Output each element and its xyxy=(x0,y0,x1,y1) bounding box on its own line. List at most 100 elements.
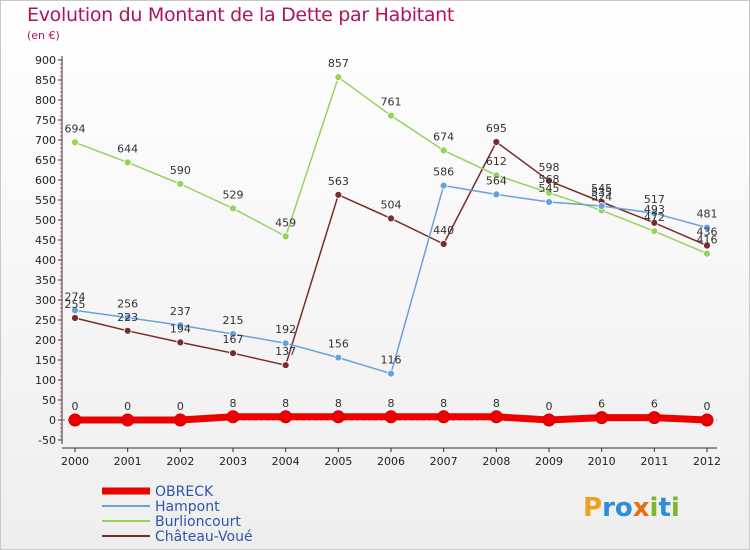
data-point-Burlioncourt xyxy=(281,232,290,241)
x-tick-label: 2006 xyxy=(377,455,405,468)
data-label-Château-Voué: 598 xyxy=(539,161,560,174)
data-label-Château-Voué: 137 xyxy=(275,345,296,358)
logo-letter: i xyxy=(650,493,659,523)
legend-label-Hampont: Hampont xyxy=(155,499,220,515)
data-label-OBRECK: 0 xyxy=(177,400,184,413)
data-label-Hampont: 586 xyxy=(433,166,454,179)
data-label-Château-Voué: 695 xyxy=(486,122,507,135)
data-point-Château-Voué xyxy=(229,349,237,358)
data-point-Château-Voué xyxy=(439,240,448,248)
data-label-Hampont: 481 xyxy=(697,208,718,221)
data-label-Hampont: 237 xyxy=(170,305,191,318)
data-point-Burlioncourt xyxy=(492,171,501,180)
data-point-OBRECK xyxy=(384,410,398,424)
y-tick-label: 300 xyxy=(35,294,56,307)
x-tick-label: 2004 xyxy=(272,455,300,468)
data-label-Château-Voué: 493 xyxy=(644,203,665,216)
data-label-Hampont: 564 xyxy=(486,174,507,187)
data-point-OBRECK xyxy=(331,410,345,424)
x-tick-label: 2000 xyxy=(61,455,89,468)
y-tick-label: 700 xyxy=(35,134,56,147)
data-label-OBRECK: 8 xyxy=(440,397,447,410)
x-tick-label: 2001 xyxy=(114,455,142,468)
data-label-Hampont: 274 xyxy=(65,290,86,303)
axes: -500501001502002503003504004505005506006… xyxy=(35,54,721,468)
y-tick-label: 900 xyxy=(35,54,56,67)
logo-letter: r xyxy=(602,493,615,523)
data-point-Hampont xyxy=(597,202,606,210)
y-tick-label: 650 xyxy=(35,154,56,167)
data-point-Hampont xyxy=(492,190,501,199)
data-label-Burlioncourt: 568 xyxy=(539,173,560,186)
data-point-Château-Voué xyxy=(334,190,343,199)
logo-letter: P xyxy=(583,493,602,523)
legend-label-Château-Voué: Château-Voué xyxy=(155,529,253,545)
data-label-Burlioncourt: 524 xyxy=(591,190,612,203)
data-label-OBRECK: 8 xyxy=(282,397,289,410)
logo-letter: i xyxy=(671,493,680,523)
data-label-Château-Voué: 167 xyxy=(223,333,244,346)
data-label-Burlioncourt: 472 xyxy=(644,211,665,224)
y-tick-label: -50 xyxy=(38,434,56,447)
y-tick-label: 800 xyxy=(35,94,56,107)
data-point-Château-Voué xyxy=(71,314,79,322)
data-label-Hampont: 215 xyxy=(223,314,244,327)
data-point-Château-Voué xyxy=(176,338,185,347)
data-label-OBRECK: 0 xyxy=(546,400,553,413)
data-label-OBRECK: 8 xyxy=(388,397,395,410)
data-point-Hampont xyxy=(650,209,659,218)
proxiti-logo: Proxiti xyxy=(583,493,680,523)
data-point-Hampont xyxy=(439,181,448,190)
data-label-Hampont: 545 xyxy=(539,182,560,195)
data-point-Château-Voué xyxy=(492,138,501,146)
y-tick-label: 850 xyxy=(35,74,56,87)
logo-letter: x xyxy=(633,493,650,523)
data-point-Hampont xyxy=(123,313,132,322)
data-point-Hampont xyxy=(545,198,553,206)
data-point-Burlioncourt xyxy=(123,158,132,167)
data-label-Château-Voué: 255 xyxy=(65,298,86,311)
data-point-Hampont xyxy=(387,369,395,378)
data-label-OBRECK: 8 xyxy=(335,397,342,410)
data-label-Château-Voué: 545 xyxy=(591,182,612,195)
data-point-Burlioncourt xyxy=(545,188,553,197)
series-layer xyxy=(68,73,714,427)
data-label-Hampont: 116 xyxy=(381,354,402,367)
y-tick-label: 550 xyxy=(35,194,56,207)
y-tick-label: 400 xyxy=(35,254,56,267)
y-tick-label: 200 xyxy=(35,334,56,347)
data-point-Château-Voué xyxy=(281,361,290,370)
y-tick-label: 150 xyxy=(35,354,56,367)
data-point-Hampont xyxy=(334,353,343,362)
data-label-OBRECK: 0 xyxy=(704,400,711,413)
data-point-OBRECK xyxy=(279,410,293,424)
data-point-Château-Voué xyxy=(123,326,132,335)
data-label-Hampont: 535 xyxy=(591,186,612,199)
data-point-Burlioncourt xyxy=(334,73,343,82)
data-point-OBRECK xyxy=(121,413,135,427)
data-point-OBRECK xyxy=(68,413,82,427)
data-label-OBRECK: 0 xyxy=(72,400,79,413)
data-point-Hampont xyxy=(703,223,711,232)
data-point-Hampont xyxy=(71,306,79,315)
data-label-Château-Voué: 504 xyxy=(381,198,402,211)
y-tick-label: 450 xyxy=(35,234,56,247)
chart-subtitle: (en €) xyxy=(27,29,60,42)
x-tick-label: 2011 xyxy=(640,455,668,468)
data-label-Château-Voué: 194 xyxy=(170,322,191,335)
data-point-OBRECK xyxy=(437,410,451,424)
data-label-Burlioncourt: 459 xyxy=(275,216,296,229)
data-label-Burlioncourt: 644 xyxy=(117,142,138,155)
x-tick-label: 2003 xyxy=(219,455,247,468)
data-point-OBRECK xyxy=(173,413,187,427)
data-label-Château-Voué: 436 xyxy=(697,226,718,239)
data-label-OBRECK: 0 xyxy=(124,400,131,413)
data-point-Hampont xyxy=(281,339,290,348)
data-point-Burlioncourt xyxy=(650,227,659,236)
data-label-Burlioncourt: 674 xyxy=(433,130,454,143)
data-point-OBRECK xyxy=(489,410,503,424)
x-tick-label: 2008 xyxy=(482,455,510,468)
data-point-Burlioncourt xyxy=(439,146,448,155)
